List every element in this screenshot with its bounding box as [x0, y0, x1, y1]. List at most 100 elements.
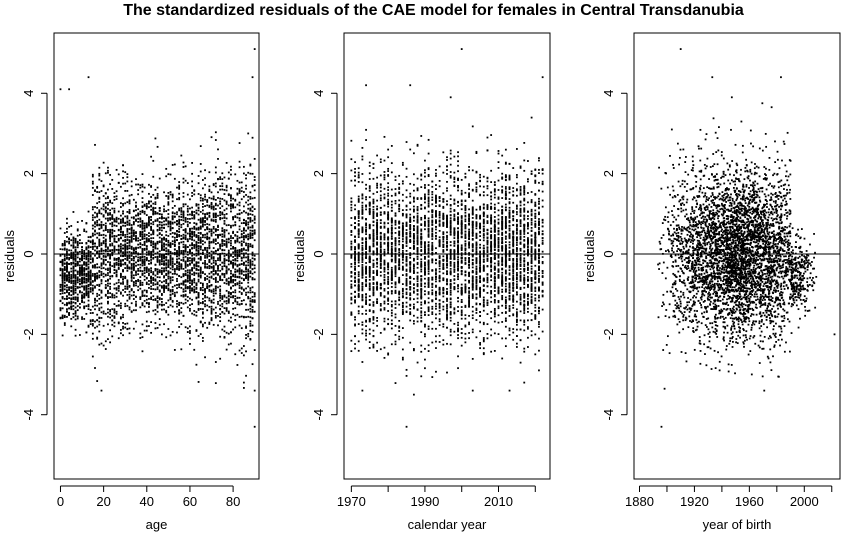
data-point — [63, 324, 66, 326]
data-point — [225, 279, 228, 282]
data-point — [176, 186, 178, 189]
data-point — [72, 291, 75, 294]
data-point — [227, 277, 230, 280]
data-point — [219, 197, 222, 200]
data-point — [109, 231, 112, 234]
data-point — [98, 253, 101, 256]
y-tick-label: 0 — [21, 250, 36, 257]
data-point — [158, 289, 161, 292]
data-point — [253, 300, 256, 303]
data-point — [66, 315, 68, 318]
data-point — [210, 232, 213, 235]
data-point — [251, 324, 254, 327]
data-point — [100, 262, 103, 265]
data-point — [72, 237, 75, 239]
data-point — [214, 198, 217, 201]
data-point — [519, 303, 522, 306]
data-point — [141, 284, 144, 286]
data-point — [193, 289, 196, 292]
data-point — [240, 244, 243, 247]
x-tick-label: 60 — [183, 494, 197, 509]
data-point — [169, 256, 172, 259]
data-point — [117, 229, 120, 232]
data-point — [107, 246, 109, 249]
data-point — [171, 196, 174, 199]
data-point — [197, 232, 200, 234]
data-point — [245, 266, 247, 269]
data-point — [126, 269, 129, 272]
data-point — [519, 189, 522, 192]
data-point — [160, 242, 163, 244]
data-point — [427, 301, 430, 304]
data-point — [442, 255, 445, 258]
data-point — [245, 260, 247, 263]
data-point — [251, 251, 254, 254]
data-point — [223, 244, 226, 246]
data-point — [236, 282, 239, 285]
data-point — [249, 304, 252, 307]
data-point — [89, 241, 92, 244]
data-point — [152, 213, 155, 216]
data-point — [253, 254, 256, 257]
data-point — [247, 285, 250, 288]
data-point — [180, 226, 183, 229]
data-point — [519, 192, 522, 195]
data-point — [115, 190, 118, 193]
data-point — [245, 229, 247, 232]
data-point — [160, 246, 163, 249]
data-point — [182, 253, 185, 256]
data-point — [156, 304, 159, 307]
data-point — [61, 316, 64, 319]
data-point — [171, 227, 174, 230]
data-point — [242, 232, 245, 234]
data-point — [143, 235, 146, 237]
data-point — [104, 274, 107, 277]
data-point — [236, 270, 239, 273]
data-point — [221, 229, 224, 232]
data-point — [197, 257, 200, 260]
data-point — [160, 240, 163, 242]
data-point — [145, 268, 148, 271]
data-point — [232, 237, 235, 239]
data-point — [128, 251, 131, 253]
data-point — [143, 233, 146, 236]
data-point — [83, 296, 86, 299]
data-point — [104, 284, 107, 286]
data-point — [497, 305, 500, 308]
data-point — [126, 221, 129, 224]
data-point — [238, 254, 241, 257]
data-point — [191, 242, 194, 245]
data-point — [109, 234, 112, 237]
data-point — [180, 282, 183, 285]
data-point — [486, 216, 489, 219]
data-point — [89, 269, 92, 272]
data-point — [87, 285, 90, 288]
data-point — [96, 257, 99, 259]
data-point — [145, 202, 148, 205]
data-point — [214, 131, 217, 134]
data-point — [238, 219, 241, 222]
data-point — [193, 291, 196, 294]
data-point — [515, 176, 518, 179]
data-point — [163, 275, 165, 278]
data-point — [238, 264, 241, 266]
data-point — [119, 222, 122, 224]
data-point — [122, 221, 124, 224]
data-point — [163, 286, 165, 289]
data-point — [167, 266, 170, 268]
data-point — [195, 269, 198, 271]
data-point — [96, 251, 99, 253]
data-point — [94, 285, 96, 288]
data-point — [214, 276, 217, 279]
data-point — [240, 263, 243, 266]
data-point — [150, 155, 153, 158]
data-point — [195, 297, 198, 300]
data-point — [238, 212, 241, 215]
data-point — [206, 266, 209, 268]
data-point — [135, 271, 137, 274]
data-point — [221, 328, 224, 331]
data-point — [91, 319, 94, 321]
data-point — [212, 323, 215, 326]
data-point — [135, 246, 137, 249]
